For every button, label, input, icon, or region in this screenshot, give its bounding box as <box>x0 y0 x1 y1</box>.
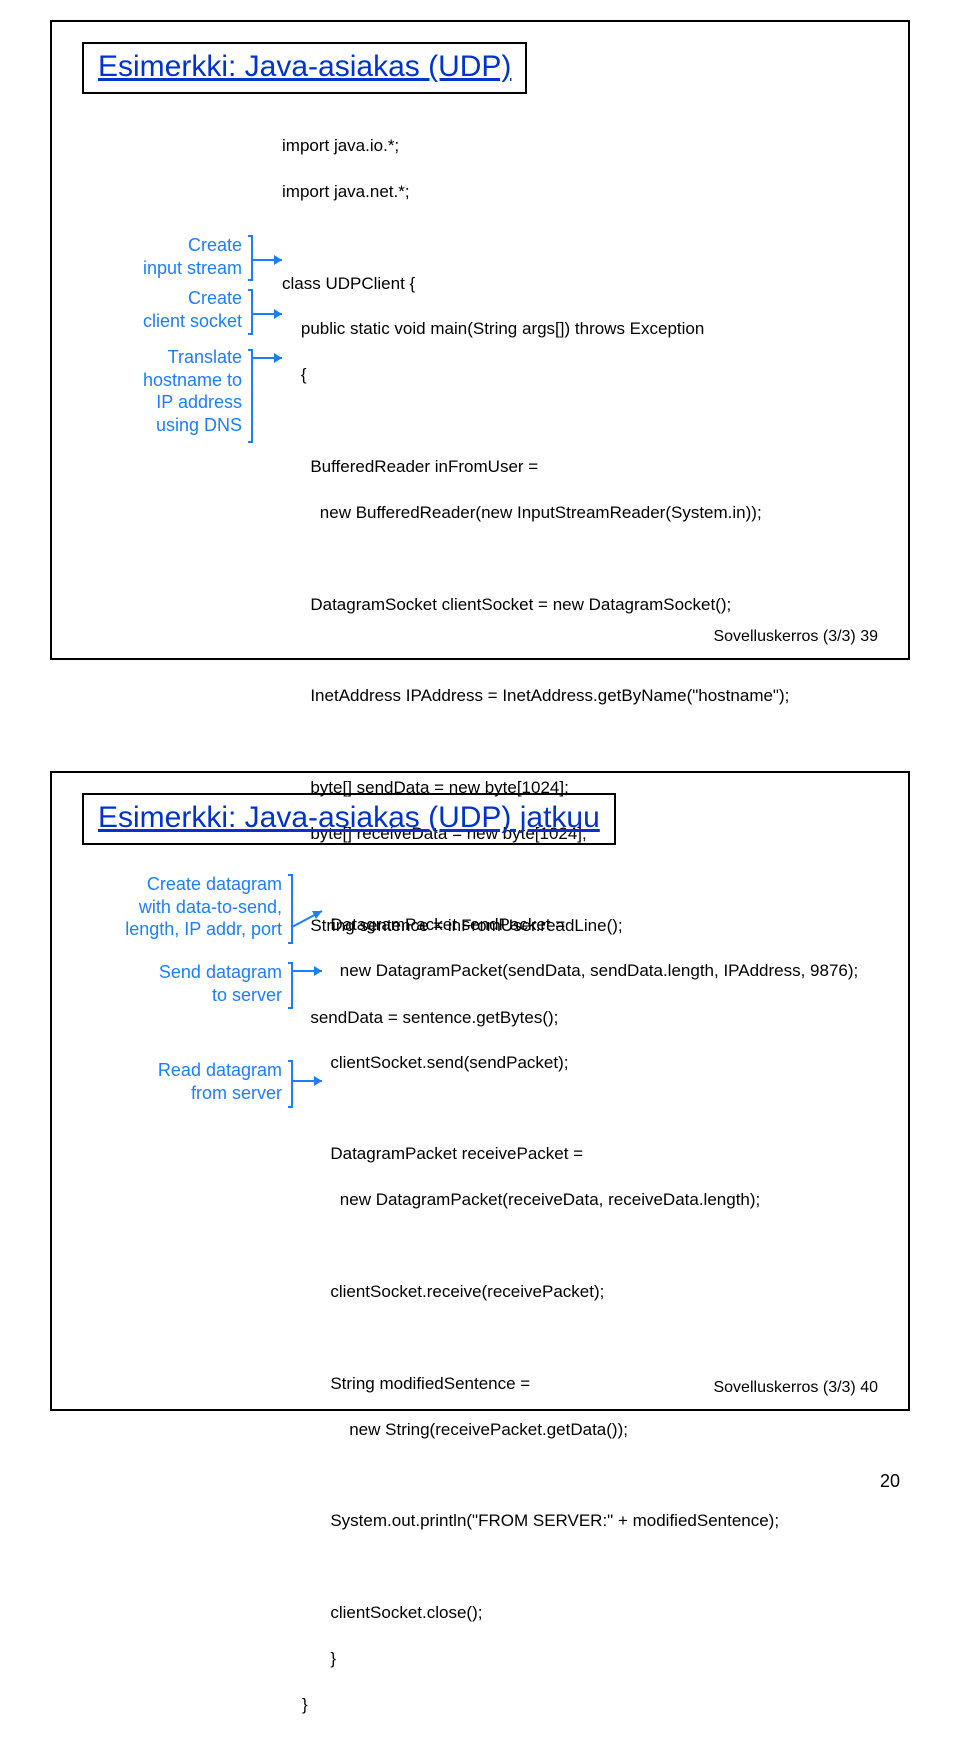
label-text: length, IP addr, port <box>125 919 282 939</box>
slide-2-content: Create datagram with data-to-send, lengt… <box>82 863 878 1383</box>
code-line: System.out.println("FROM SERVER:" + modi… <box>302 1510 878 1533</box>
code-line: { <box>282 364 878 387</box>
code-line: public static void main(String args[]) t… <box>282 318 878 341</box>
code-line <box>302 1327 878 1350</box>
code-line <box>282 410 878 433</box>
slide-2-title: Esimerkki: Java-asiakas (UDP) jatkuu <box>98 801 600 834</box>
label-translate-hostname: Translate hostname to IP address using D… <box>82 346 242 436</box>
label-text: input stream <box>143 258 242 278</box>
slide-1-footer: Sovelluskerros (3/3) 39 <box>713 628 878 646</box>
code-line <box>302 1464 878 1487</box>
code-line: clientSocket.close(); <box>302 1602 878 1625</box>
label-create-client-socket: Create client socket <box>82 287 242 332</box>
code-line: DatagramPacket sendPacket = <box>302 914 878 937</box>
slide-1-frame: Esimerkki: Java-asiakas (UDP) Create inp… <box>50 20 910 660</box>
slide-1-page: Esimerkki: Java-asiakas (UDP) Create inp… <box>0 0 960 751</box>
slide-1-title: Esimerkki: Java-asiakas (UDP) <box>98 50 511 83</box>
code-line: DatagramSocket clientSocket = new Datagr… <box>282 594 878 617</box>
code-line <box>302 1235 878 1258</box>
slide-1-content: Create input stream Create client socket… <box>82 112 878 632</box>
code-line <box>302 1556 878 1579</box>
label-text: Create datagram <box>147 874 282 894</box>
code-line: import java.io.*; <box>282 135 878 158</box>
code-line <box>282 227 878 250</box>
slide-1-title-box: Esimerkki: Java-asiakas (UDP) <box>82 42 527 94</box>
code-line: new String(receivePacket.getData()); <box>302 1419 878 1442</box>
code-line <box>282 548 878 571</box>
code-line: InetAddress IPAddress = InetAddress.getB… <box>282 685 878 708</box>
label-text: Translate <box>168 347 242 367</box>
label-text: Read datagram <box>158 1060 282 1080</box>
label-text: IP address <box>156 392 242 412</box>
label-text: client socket <box>143 311 242 331</box>
slide-1-labels: Create input stream Create client socket… <box>82 112 282 632</box>
label-text: from server <box>191 1083 282 1103</box>
label-text: using DNS <box>156 415 242 435</box>
code-line: new BufferedReader(new InputStreamReader… <box>282 502 878 525</box>
slide-2-labels: Create datagram with data-to-send, lengt… <box>82 863 302 1383</box>
code-line: import java.net.*; <box>282 181 878 204</box>
code-line <box>302 1006 878 1029</box>
slide-2-title-box: Esimerkki: Java-asiakas (UDP) jatkuu <box>82 793 616 845</box>
label-text: Create <box>188 235 242 255</box>
label-send-datagram: Send datagram to server <box>82 961 282 1006</box>
label-text: hostname to <box>143 370 242 390</box>
label-text: with data-to-send, <box>139 897 282 917</box>
code-line: DatagramPacket receivePacket = <box>302 1143 878 1166</box>
code-line: clientSocket.send(sendPacket); <box>302 1052 878 1075</box>
label-read-datagram: Read datagram from server <box>82 1059 282 1104</box>
code-line: clientSocket.receive(receivePacket); <box>302 1281 878 1304</box>
slide-2-page: Esimerkki: Java-asiakas (UDP) jatkuu Cre… <box>0 751 960 1502</box>
code-line: new DatagramPacket(sendData, sendData.le… <box>302 960 878 983</box>
label-text: to server <box>212 985 282 1005</box>
code-line: } <box>302 1694 878 1717</box>
label-text: Create <box>188 288 242 308</box>
code-line: class UDPClient { <box>282 273 878 296</box>
code-line: } <box>302 1648 878 1671</box>
label-text: Send datagram <box>159 962 282 982</box>
code-line: BufferedReader inFromUser = <box>282 456 878 479</box>
slide-2-footer: Sovelluskerros (3/3) 40 <box>713 1379 878 1397</box>
code-line: new DatagramPacket(receiveData, receiveD… <box>302 1189 878 1212</box>
page-number: 20 <box>880 1471 900 1492</box>
code-line <box>302 1097 878 1120</box>
label-create-input-stream: Create input stream <box>82 234 242 279</box>
label-create-datagram: Create datagram with data-to-send, lengt… <box>82 873 282 941</box>
slide-2-code: DatagramPacket sendPacket = new Datagram… <box>302 891 878 1763</box>
slide-2-frame: Esimerkki: Java-asiakas (UDP) jatkuu Cre… <box>50 771 910 1411</box>
